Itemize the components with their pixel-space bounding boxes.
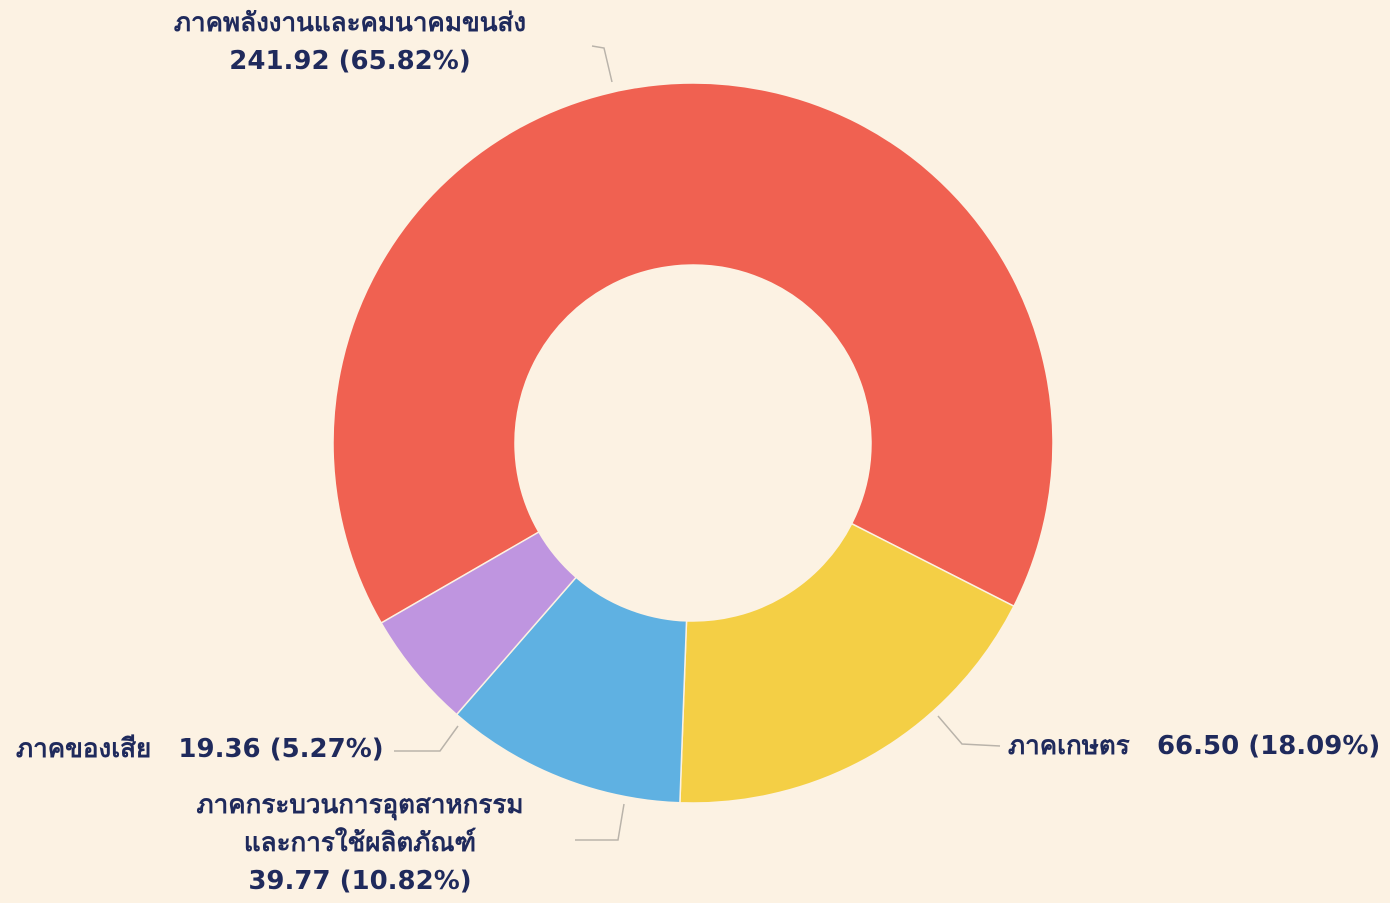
slice-waste (380, 530, 578, 716)
slice-label-industrial: ภาคกระบวนการอุตสาหกรรม และการใช้ผลิตภัณฑ… (160, 786, 560, 900)
leader-line-slice-agriculture (937, 715, 1001, 747)
slice-label-industrial-name-1: ภาคกระบวนการอุตสาหกรรม (196, 790, 524, 820)
slice-label-waste-value: 19.36 (5.27%) (178, 734, 384, 764)
slice-energy-transport (332, 82, 1054, 625)
leader-line-slice-industrial (575, 803, 625, 841)
leader-line-slice-energy-transport (591, 45, 613, 83)
slice-label-waste: ภาคของเสีย 19.36 (5.27%) (16, 730, 384, 768)
slice-label-agriculture-value: 66.50 (18.09%) (1156, 731, 1381, 761)
leader-lines (394, 45, 1001, 841)
slice-label-agriculture: ภาคเกษตร 66.50 (18.09%) (1008, 727, 1380, 765)
slice-label-waste-name: ภาคของเสีย (16, 734, 152, 764)
slice-label-agriculture-name: ภาคเกษตร (1008, 731, 1130, 761)
slice-industrial (455, 576, 688, 804)
donut-slices (332, 82, 1054, 804)
slice-agriculture (679, 522, 1015, 804)
slice-label-energy-transport-name: ภาคพลังงานและคมนาคมขนส่ง (173, 8, 527, 38)
slice-label-industrial-value: 39.77 (10.82%) (248, 866, 472, 896)
slice-label-energy-transport-value: 241.92 (65.82%) (229, 46, 471, 76)
leader-line-slice-waste (394, 725, 459, 752)
slice-label-industrial-name-2: และการใช้ผลิตภัณฑ์ (243, 828, 477, 858)
slice-label-energy-transport: ภาคพลังงานและคมนาคมขนส่ง 241.92 (65.82%) (140, 4, 560, 80)
